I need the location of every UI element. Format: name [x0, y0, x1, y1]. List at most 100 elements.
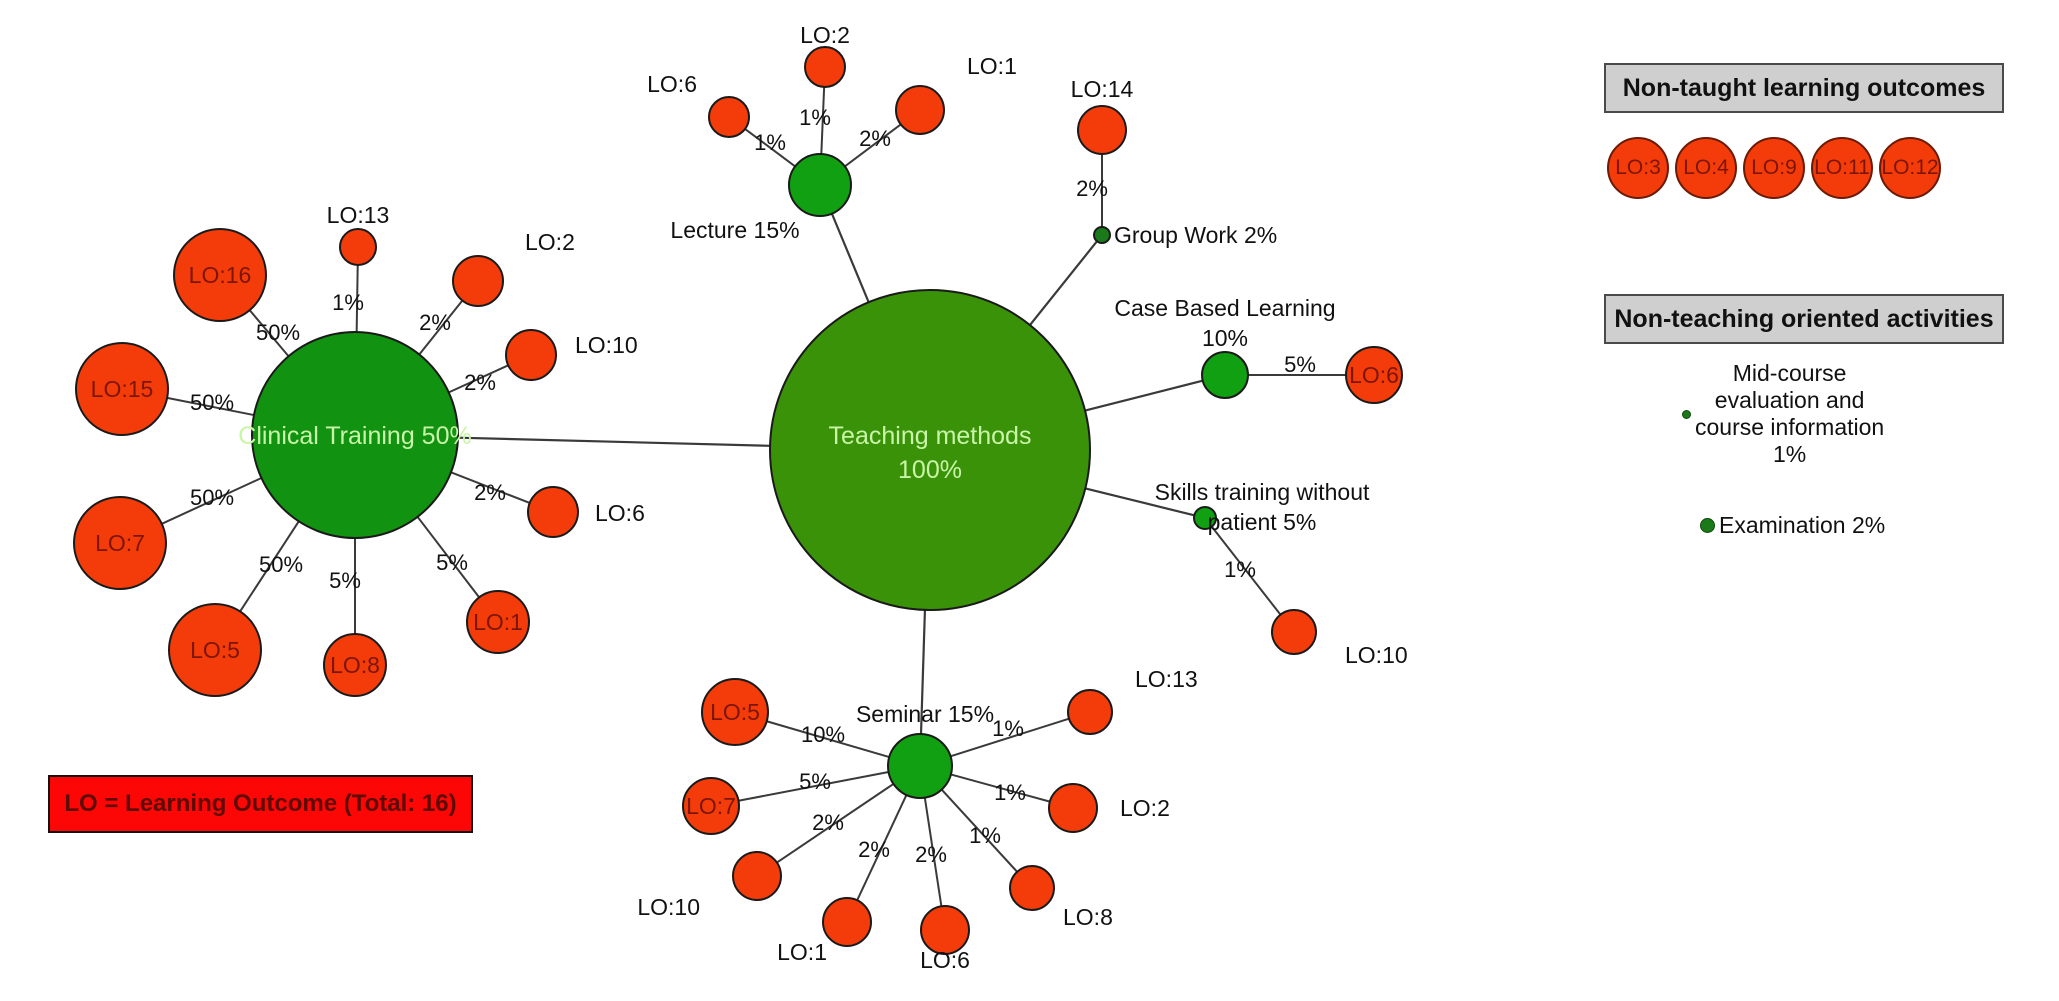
edge-center-group-work [1029, 240, 1098, 326]
non-teaching-activity-0: Mid-course evaluation and course informati… [1682, 360, 1942, 469]
edge-center-clinical-training [457, 436, 771, 447]
edge-clinical-training-LO5-3 [239, 520, 300, 612]
outcome-label: LO:2 [525, 229, 575, 255]
edge-seminar-LO5-16 [766, 720, 890, 758]
activity-label: Examination 2% [1719, 512, 1886, 538]
outcome-label: LO:2 [1120, 795, 1170, 821]
outcome-label: LO:6 [647, 71, 697, 97]
edge-center-seminar [919, 609, 927, 735]
edge-percent-label: 1% [754, 130, 786, 155]
center-label: Teaching methods [829, 422, 1032, 450]
node-outcome-LO16-0 [173, 228, 267, 322]
edge-percent-label: 2% [474, 480, 506, 505]
edge-percent-label: 10% [801, 722, 845, 747]
edge-clinical-training-LO1-5 [416, 516, 480, 598]
node-outcome-LO1-5 [466, 590, 530, 654]
edge-percent-label: 5% [329, 568, 361, 593]
edge-clinical-training-LO7-2 [161, 477, 262, 525]
method-label-clinical-training: Clinical Training 50% [238, 422, 471, 450]
method-value-skills-training: patient 5% [1208, 509, 1317, 535]
edge-percent-label: 50% [259, 552, 303, 577]
edge-clinical-training-LO6-6 [450, 471, 531, 504]
edge-seminar-LO8-21 [940, 788, 1018, 873]
node-seminar [887, 733, 953, 799]
activity-dot-icon [1682, 409, 1691, 419]
outcome-label: LO:6 [920, 947, 970, 973]
node-outcome-LO6-10 [708, 96, 750, 138]
non-taught-outcome-LO3: LO:3 [1607, 137, 1669, 199]
legend-learning-outcome-text: LO = Learning Outcome (Total: 16) [64, 790, 457, 817]
node-case-based-learning [1201, 351, 1249, 399]
node-outcome-LO5-16 [701, 678, 769, 746]
node-outcome-LO13-23 [1067, 689, 1113, 735]
edge-percent-label: 1% [969, 823, 1001, 848]
outcome-label: LO:10 [1345, 642, 1408, 668]
outcome-label: LO:14 [1071, 76, 1134, 102]
edge-skills-training-LO10-15 [1210, 526, 1282, 616]
edge-layer [161, 86, 1346, 907]
node-outcome-LO5-3 [168, 603, 262, 697]
outcome-label: LO:10 [637, 894, 700, 920]
node-outcome-LO1-12 [895, 85, 945, 135]
legend-non-taught-header: Non-taught learning outcomes [1604, 63, 2004, 113]
non-taught-outcome-label: LO:11 [1814, 156, 1870, 179]
node-outcome-LO13-9 [339, 228, 377, 266]
edge-percent-label: 2% [859, 126, 891, 151]
node-outcome-LO7-2 [73, 496, 167, 590]
activity-dot-icon [1700, 518, 1715, 534]
label-layer: 50% 50% 50% 50% 5% 5% 2% 2% 2% 1% 1% 1% 2% 2% 5% 1% 10% 5… [91, 22, 1408, 973]
outcome-label: LO:7 [686, 793, 736, 819]
edge-percent-label: 50% [256, 320, 300, 345]
outcome-label: LO:16 [189, 262, 252, 288]
edge-percent-label: 5% [436, 550, 468, 575]
node-outcome-LO6-14 [1345, 346, 1403, 404]
node-outcome-LO6-20 [920, 905, 970, 955]
method-label-skills-training: Skills training without [1155, 479, 1370, 505]
edge-seminar-LO13-23 [950, 717, 1070, 758]
center-value: 100% [898, 456, 962, 484]
edge-percent-label: 1% [332, 290, 364, 315]
outcome-label: LO:1 [967, 53, 1017, 79]
edge-clinical-training-LO15-1 [166, 396, 255, 417]
non-taught-outcome-LO9: LO:9 [1743, 137, 1805, 199]
edge-clinical-training-LO13-9 [355, 264, 359, 333]
edge-center-lecture [830, 213, 870, 303]
non-taught-outcome-LO12: LO:12 [1879, 137, 1941, 199]
outcome-label: LO:2 [800, 22, 850, 48]
edge-seminar-LO10-18 [776, 783, 895, 864]
node-outcome-LO2-8 [452, 255, 504, 307]
node-teaching-methods [769, 289, 1091, 611]
edge-lecture-LO2-11 [820, 86, 826, 155]
edge-percent-label: 2% [858, 837, 890, 862]
edge-seminar-LO2-22 [950, 773, 1051, 803]
edge-percent-label: 2% [915, 842, 947, 867]
edge-percent-label: 2% [812, 810, 844, 835]
legend-learning-outcome: LO = Learning Outcome (Total: 16) [48, 775, 473, 833]
outcome-label: LO:13 [327, 202, 390, 228]
method-label-group-work: Group Work 2% [1114, 222, 1277, 248]
node-outcome-LO15-1 [75, 342, 169, 436]
outcome-label: LO:8 [1063, 904, 1113, 930]
non-teaching-activity-1: Examination 2% [1700, 512, 1960, 539]
outcome-label: LO:6 [595, 500, 645, 526]
edge-percent-label: 2% [419, 310, 451, 335]
edge-percent-label: 50% [190, 485, 234, 510]
legend-non-taught-items: LO:3 LO:4 LO:9 LO:11 LO:12 [1607, 137, 1941, 199]
node-layer [73, 46, 1403, 955]
outcome-label: LO:15 [91, 376, 154, 402]
method-label-seminar: Seminar 15% [856, 701, 994, 727]
legend-non-taught-title: Non-taught learning outcomes [1622, 73, 1986, 102]
node-outcome-LO10-18 [732, 851, 782, 901]
node-outcome-LO1-19 [822, 897, 872, 947]
edge-seminar-LO7-17 [738, 771, 889, 802]
edge-seminar-LO1-19 [856, 794, 908, 901]
outcome-label: LO:1 [473, 609, 523, 635]
node-clinical-training [251, 331, 459, 539]
node-outcome-LO7-17 [682, 777, 740, 835]
edge-percent-label: 1% [992, 716, 1024, 741]
node-outcome-LO2-11 [804, 46, 846, 88]
node-outcome-LO8-21 [1009, 865, 1055, 911]
outcome-label: LO:6 [1349, 362, 1399, 388]
